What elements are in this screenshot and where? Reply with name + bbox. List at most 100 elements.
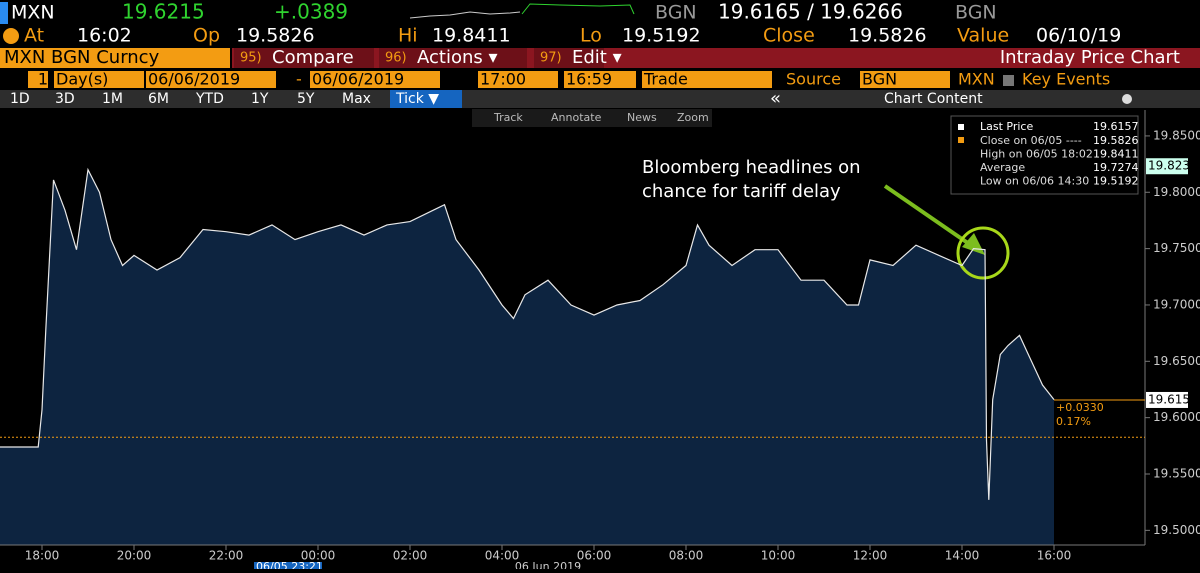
y-tick-label: 19.5000 xyxy=(1153,523,1200,537)
param-box[interactable] xyxy=(564,71,636,88)
ticker-marker xyxy=(0,2,8,24)
param-box[interactable] xyxy=(642,71,772,88)
param: Trade xyxy=(643,70,688,89)
param-box[interactable] xyxy=(28,71,48,88)
x-tick-label: 22:00 xyxy=(209,549,244,563)
param: 06/06/2019 xyxy=(148,70,240,89)
menu-num: 97) xyxy=(540,51,562,66)
ticker: MXN xyxy=(11,2,55,24)
range-button[interactable]: 1D xyxy=(10,91,30,107)
toolbar xyxy=(472,109,712,127)
param-box[interactable] xyxy=(54,71,144,88)
range-button[interactable]: 1Y xyxy=(251,91,269,107)
y-tick-label: 19.7000 xyxy=(1153,297,1200,311)
param-box[interactable] xyxy=(146,71,276,88)
x-tick-label: 12:00 xyxy=(853,549,888,563)
tool[interactable]: Track xyxy=(493,111,523,124)
range-button[interactable]: 3D xyxy=(55,91,75,107)
source: BGN xyxy=(955,2,997,24)
legend-value: 19.5826 xyxy=(1093,134,1139,147)
menu-button[interactable] xyxy=(534,48,604,68)
source: BGN xyxy=(655,2,697,24)
tool[interactable]: News xyxy=(627,111,657,124)
y-tick-label: 19.6000 xyxy=(1153,410,1200,424)
footer-date: 06 Jun 2019 xyxy=(515,560,581,569)
menu-num: 96) xyxy=(385,51,407,66)
stat: 06/10/19 xyxy=(1036,25,1121,47)
change-abs: +0.0330 xyxy=(1056,401,1104,414)
x-tick-label: 18:00 xyxy=(25,549,60,563)
chart-content[interactable]: Chart Content xyxy=(884,91,983,107)
security: MXN BGN Curncy xyxy=(4,47,160,68)
security-box xyxy=(0,48,230,68)
param: BGN xyxy=(862,70,897,89)
legend-value: 19.6157 xyxy=(1093,120,1139,133)
stat: At xyxy=(24,25,44,47)
last-box xyxy=(1146,391,1188,408)
param: Source xyxy=(786,70,841,89)
legend-label: High on 06/05 18:02 xyxy=(980,148,1093,161)
menu-label: Actions ▾ xyxy=(417,47,498,68)
y-tick-label: 19.5500 xyxy=(1153,467,1200,481)
param: 06/06/2019 xyxy=(312,70,404,89)
tool[interactable]: Zoom xyxy=(677,111,709,124)
marker-label: 19.8231 xyxy=(1148,159,1198,173)
change: +.0389 xyxy=(274,0,348,24)
price-area xyxy=(0,169,1054,545)
param: MXN xyxy=(958,70,995,89)
range-button[interactable]: 5Y xyxy=(297,91,315,107)
collapse[interactable]: « xyxy=(770,88,781,109)
tool[interactable]: Annotate xyxy=(551,111,602,124)
y-tick-label: 19.8000 xyxy=(1153,185,1200,199)
sparkline xyxy=(521,3,635,15)
param: Day(s) xyxy=(56,70,108,89)
last-label: 19.6157 xyxy=(1148,392,1198,406)
last-price: 19.6215 xyxy=(122,0,205,24)
y-tick-label: 19.7500 xyxy=(1153,241,1200,255)
sparkline xyxy=(409,11,521,19)
stat: 16:02 xyxy=(77,25,132,47)
stat: Op xyxy=(193,25,220,47)
price-line xyxy=(0,167,1055,500)
change-pct: 0.17% xyxy=(1056,415,1091,428)
legend-label: Low on 06/06 14:30 xyxy=(980,175,1089,188)
x-tick-label: 02:00 xyxy=(393,549,428,563)
clock-icon xyxy=(3,28,19,44)
x-tick-label: 14:00 xyxy=(945,549,980,563)
x-tick-label: 16:00 xyxy=(1037,549,1072,563)
settings-icon[interactable] xyxy=(1122,94,1132,104)
legend-value: 19.7274 xyxy=(1093,161,1139,174)
param: - xyxy=(548,70,554,89)
param: - xyxy=(296,70,302,89)
legend-label: Last Price xyxy=(980,120,1033,133)
param: 16:59 xyxy=(566,70,612,89)
range-button[interactable]: 1M xyxy=(102,91,123,107)
range-button[interactable]: 6M xyxy=(148,91,169,107)
range-button[interactable]: Tick ▼ xyxy=(395,91,439,107)
legend-label: Average xyxy=(980,161,1025,174)
menu-button[interactable] xyxy=(379,48,527,68)
stat: 19.5826 xyxy=(848,25,927,47)
legend-swatch xyxy=(958,124,964,130)
marker-box xyxy=(1146,158,1188,175)
cursor-box xyxy=(254,562,322,572)
stat: Close xyxy=(763,25,815,47)
y-tick-label: 19.6500 xyxy=(1153,354,1200,368)
legend-value: 19.5192 xyxy=(1093,175,1139,188)
x-tick-label: 20:00 xyxy=(117,549,152,563)
param-box[interactable] xyxy=(860,71,950,88)
range-bar xyxy=(0,90,1200,108)
stat: 19.8411 xyxy=(432,25,511,47)
range-button[interactable]: Max xyxy=(342,91,371,107)
annotation: chance for tariff delay xyxy=(642,181,841,202)
annotation: Bloomberg headlines on xyxy=(642,157,861,178)
param-box[interactable] xyxy=(478,71,558,88)
menu-button[interactable] xyxy=(234,48,374,68)
stat: Value xyxy=(957,25,1009,47)
range-button[interactable]: YTD xyxy=(195,91,224,107)
annotation-circle xyxy=(956,226,1010,280)
checkbox xyxy=(1003,75,1014,86)
param-box[interactable] xyxy=(310,71,440,88)
y-tick-label: 19.8500 xyxy=(1153,128,1200,142)
